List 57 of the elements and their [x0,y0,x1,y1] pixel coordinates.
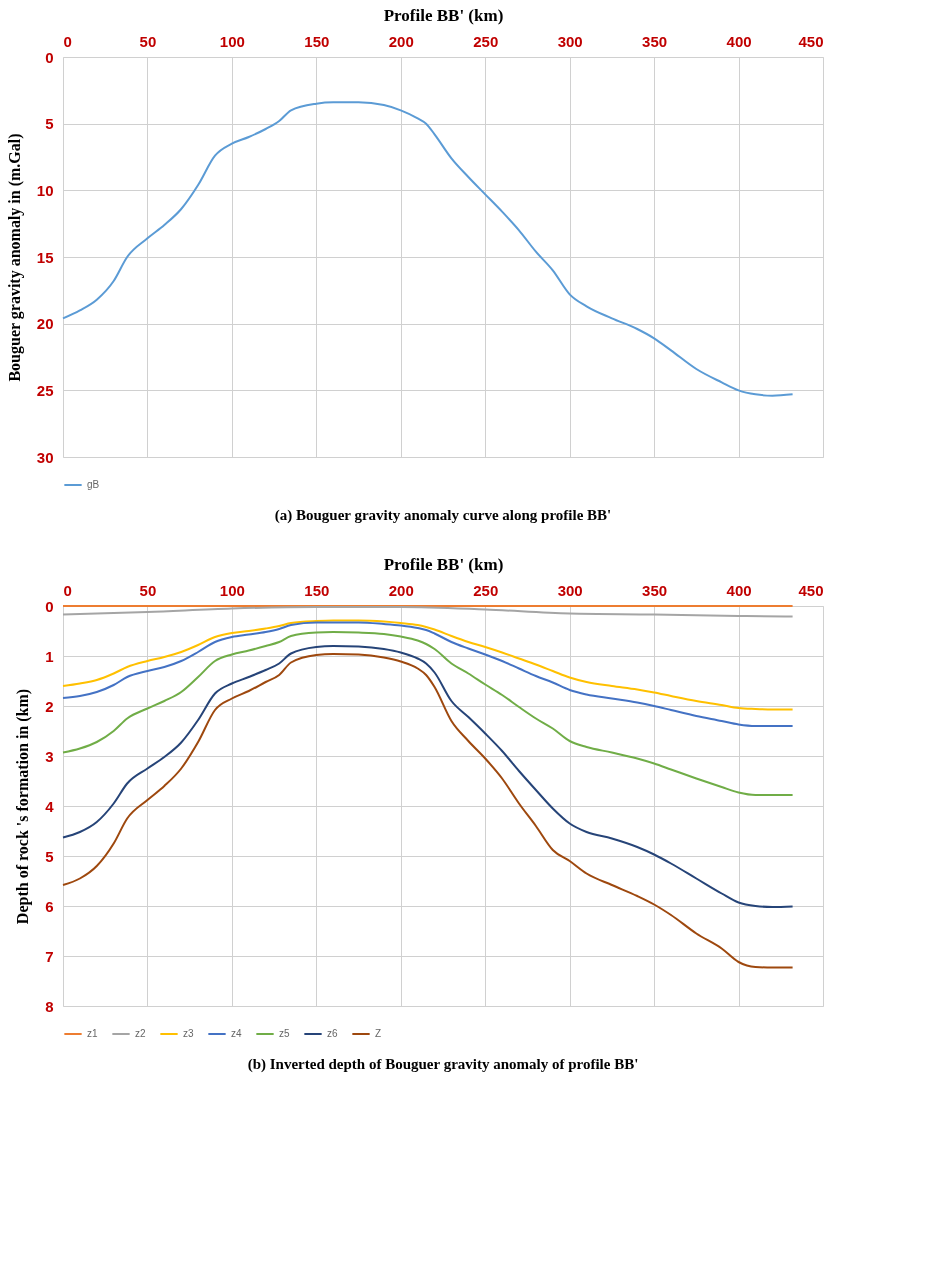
line-series [62,621,794,727]
x-tick-label: 250 [473,581,499,599]
y-tick-label: 4 [45,797,55,815]
x-tick-label: 150 [304,581,330,599]
x-tick-label: 200 [388,32,414,50]
y-tick-label: 8 [45,997,54,1015]
text: (b) Inverted depth of Bouguer gravity anomaly of profile BB' [247,1056,639,1073]
legend-label: z1 [87,1028,98,1039]
x-tick-label: 200 [388,581,414,599]
line-series [62,653,794,969]
y-axis-title: Bouguer gravity anomaly in (m.Gal) [5,133,24,382]
y-tick-label: 2 [45,697,54,715]
x-tick-label: 450 [798,581,824,599]
line-series [62,606,794,618]
y-tick-label: 15 [36,248,54,266]
y-tick-label: 20 [36,315,54,333]
x-tick-label: 350 [642,32,668,50]
legend-label: Z [375,1028,382,1039]
x-tick-label: 50 [139,32,157,50]
x-tick-label: 50 [139,581,157,599]
y-tick-label: 3 [45,747,54,765]
x-tick-label: 400 [726,32,752,50]
x-tick-label: 150 [304,32,330,50]
line-series [62,645,794,908]
legend-label: z4 [231,1028,242,1039]
y-tick-label: 5 [45,115,54,133]
y-tick-label: 25 [36,381,54,399]
y-tick-label: 10 [36,181,54,199]
x-tick-label: 0 [63,32,72,50]
x-tick-label: 100 [219,32,245,50]
x-tick-label: 300 [557,581,583,599]
line-series [62,631,794,796]
x-tick-label: 250 [473,32,499,50]
text: (a) Bouguer gravity anomaly curve along profile BB' [274,507,612,524]
y-tick-label: 7 [45,947,54,965]
x-tick-label: 350 [642,581,668,599]
legend-label: gB [87,479,100,490]
legend-label: z3 [183,1028,194,1039]
x-tick-label: 450 [798,32,824,50]
legend-label: z5 [279,1028,290,1039]
x-tick-label: 0 [63,581,72,599]
y-tick-label: 6 [45,897,54,915]
x-axis-title: Profile BB' (km) [383,554,504,574]
x-tick-label: 300 [557,32,583,50]
y-tick-label: 0 [45,597,54,615]
y-tick-label: 30 [36,448,54,466]
y-axis-title: Depth of rock 's formation in (km) [14,688,33,925]
x-tick-label: 100 [219,581,245,599]
y-tick-label: 0 [45,48,54,66]
y-tick-label: 1 [45,647,54,665]
x-axis-title: Profile BB' (km) [383,5,504,25]
legend-label: z2 [135,1028,146,1039]
legend-label: z6 [327,1028,338,1039]
line-series [62,619,794,711]
x-tick-label: 400 [726,581,752,599]
line-series [62,101,794,397]
y-tick-label: 5 [45,847,54,865]
